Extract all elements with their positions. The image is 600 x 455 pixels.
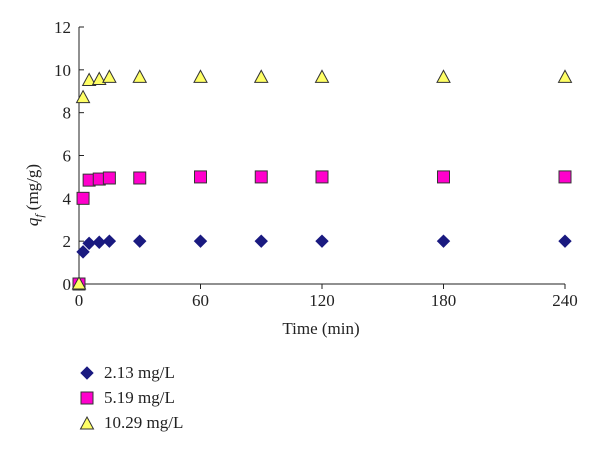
data-point	[558, 234, 572, 248]
data-point	[557, 69, 573, 83]
data-point	[102, 234, 117, 248]
data-point	[254, 234, 268, 248]
legend-item-series-3: 10.29 mg/L	[70, 410, 183, 435]
data-point	[102, 171, 116, 185]
legend-item-series-2: 5.19 mg/L	[70, 385, 183, 410]
data-point	[92, 235, 106, 249]
data-point	[76, 245, 90, 259]
data-point	[254, 170, 268, 184]
legend-item-series-1: 2.13 mg/L	[70, 360, 183, 385]
y-tick-label: 10	[54, 61, 71, 80]
y-tick-label: 12	[54, 18, 71, 37]
y-tick-label: 4	[63, 189, 72, 208]
data-marks	[71, 69, 573, 291]
legend: 2.13 mg/L 5.19 mg/L 10.29 mg/L	[70, 360, 183, 435]
x-axis-label: Time (min)	[282, 319, 359, 338]
x-tick-label: 0	[75, 291, 84, 310]
data-point	[81, 72, 97, 87]
y-axis-label-unit: (mg/g)	[23, 164, 42, 210]
x-tick-label: 60	[192, 291, 209, 310]
diamond-icon	[70, 364, 104, 382]
data-point	[437, 170, 450, 184]
data-point	[558, 170, 572, 184]
series-2	[72, 170, 572, 291]
data-point	[315, 234, 329, 248]
y-tick-label: 0	[63, 275, 72, 294]
square-icon	[70, 389, 104, 407]
legend-label-series-1: 2.13 mg/L	[104, 362, 175, 382]
y-axis-label-main: q	[23, 217, 42, 226]
data-point	[314, 69, 330, 83]
y-tick-label: 6	[63, 147, 72, 166]
y-tick-label: 8	[63, 104, 72, 123]
data-point	[436, 234, 451, 248]
data-point	[133, 234, 147, 248]
data-point	[132, 69, 148, 83]
data-point	[194, 170, 207, 184]
triangle-icon	[70, 414, 104, 432]
x-tick-label: 180	[431, 291, 457, 310]
x-tick-label: 240	[552, 291, 578, 310]
legend-label-series-2: 5.19 mg/L	[104, 387, 175, 407]
data-point	[91, 71, 107, 85]
y-axis-label-sub: f	[32, 213, 46, 218]
data-point	[102, 69, 117, 83]
legend-label-series-3: 10.29 mg/L	[104, 412, 184, 432]
y-tick-label: 2	[63, 232, 72, 251]
data-point	[253, 69, 269, 83]
y-axis-label: qf (mg/g)	[23, 164, 46, 226]
data-point	[315, 170, 329, 184]
data-point	[193, 69, 208, 83]
data-point	[71, 275, 87, 290]
series-3	[71, 69, 573, 290]
data-point	[193, 234, 208, 248]
series-1	[72, 234, 572, 291]
data-point	[436, 69, 451, 83]
data-point	[76, 191, 90, 205]
data-point	[82, 236, 96, 251]
data-point	[75, 89, 91, 104]
x-tick-label: 120	[309, 291, 335, 310]
data-point	[133, 171, 147, 185]
